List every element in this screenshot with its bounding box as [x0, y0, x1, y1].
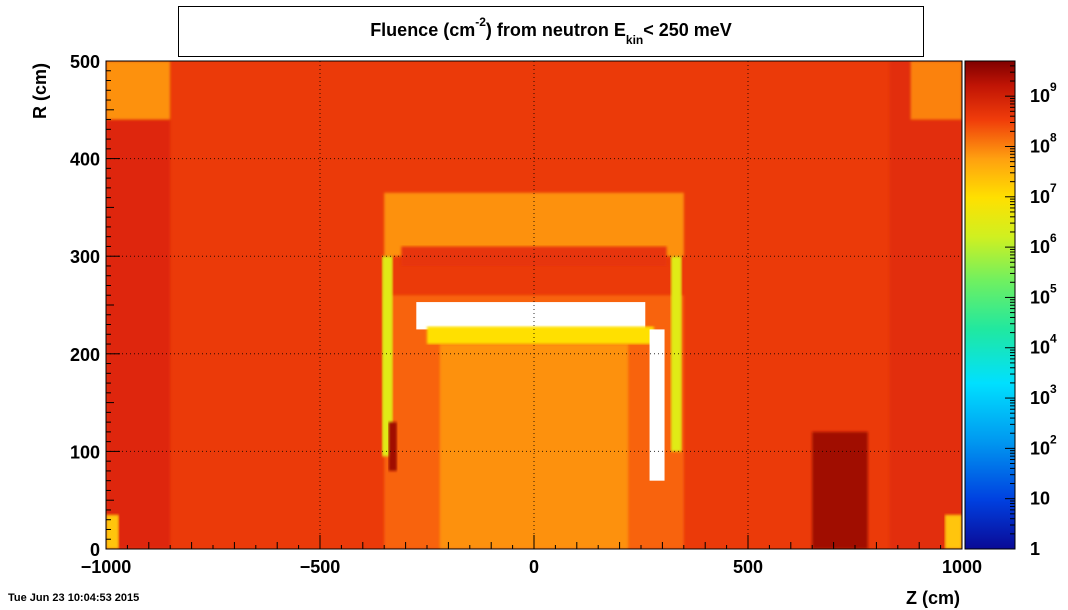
chart-title-box — [178, 6, 924, 57]
y-tick-label: 200 — [70, 345, 100, 365]
x-axis: −1000 −500 0 500 1000 — [81, 535, 982, 577]
colorbar-tick-label: 103 — [1030, 382, 1057, 408]
y-tick-label: 100 — [70, 442, 100, 462]
heatmap-region-barrel-white-region — [416, 302, 646, 330]
colorbar-tick-label: 1 — [1030, 539, 1040, 559]
heatmap-region-top-left-corner — [106, 61, 171, 120]
y-tick-label: 500 — [70, 52, 100, 72]
heatmap-region-left-dark-spot — [388, 422, 398, 471]
x-axis-label: Z (cm) — [906, 588, 960, 608]
timestamp: Tue Jun 23 10:04:53 2015 — [8, 592, 140, 604]
colorbar-tick-label: 10 — [1030, 489, 1050, 509]
chart-title: Fluence (cm-2) from neutron Ekin< 250 me… — [370, 15, 732, 47]
colorbar-tick-label: 108 — [1030, 130, 1057, 156]
title-part-a: Fluence (cm — [370, 20, 475, 40]
x-tick-label: 1000 — [942, 557, 982, 577]
colorbar-tick-label: 102 — [1030, 432, 1057, 458]
y-axis-label: R (cm) — [30, 63, 50, 119]
title-part-c: < 250 meV — [643, 20, 732, 40]
title-sup: -2 — [475, 15, 486, 29]
grid-lines — [106, 61, 962, 549]
colorbar-tick-label: 106 — [1030, 231, 1057, 257]
y-tick-label: 300 — [70, 247, 100, 267]
heatmap-region-right-white-strip — [649, 329, 665, 481]
heatmap-region-left-outer-band — [106, 61, 171, 549]
colorbar — [964, 60, 1016, 550]
y-tick-label: 0 — [90, 540, 100, 560]
heatmap-region-right-dark-spot — [812, 431, 868, 549]
x-tick-label: −1000 — [81, 557, 132, 577]
heatmap-region-left-endcap-column — [382, 256, 393, 457]
heatmap-region-bottom-left-corner — [106, 514, 119, 549]
heatmap-region-right-endcap-column — [670, 256, 682, 452]
heatmap-region-bottom-right-corner — [944, 514, 962, 549]
colorbar-tick-label: 104 — [1030, 332, 1057, 358]
heatmap-region-detector-core — [439, 344, 629, 549]
y-tick-label: 400 — [70, 150, 100, 170]
title-sub: kin — [626, 33, 643, 47]
colorbar-tick-label: 109 — [1030, 80, 1057, 106]
x-tick-label: −500 — [300, 557, 341, 577]
heatmap-cells — [106, 61, 962, 549]
colorbar-tick-label: 105 — [1030, 281, 1057, 307]
colorbar-tick-label: 107 — [1030, 181, 1057, 207]
y-axis: 0 100 200 300 400 500 — [70, 52, 120, 560]
heatmap-region-right-outer-band — [889, 61, 962, 549]
colorbar-ticks: 1 10 102 103 104 105 106 107 108 109 — [1005, 60, 1057, 559]
x-tick-label: 0 — [529, 557, 539, 577]
heatmap-region-top-right-corner — [910, 61, 962, 120]
title-part-b: ) from neutron E — [486, 20, 626, 40]
x-tick-label: 500 — [733, 557, 763, 577]
heatmap-region-barrel-yellow-band — [427, 326, 654, 345]
